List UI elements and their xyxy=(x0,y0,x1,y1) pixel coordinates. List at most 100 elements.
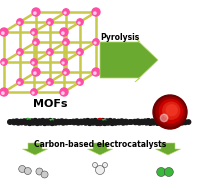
Circle shape xyxy=(101,120,106,125)
Circle shape xyxy=(64,72,66,74)
Circle shape xyxy=(85,119,90,123)
Circle shape xyxy=(31,89,37,95)
Circle shape xyxy=(40,119,45,123)
Circle shape xyxy=(150,120,154,124)
Circle shape xyxy=(167,119,172,124)
Circle shape xyxy=(32,32,34,34)
Circle shape xyxy=(162,121,166,125)
Circle shape xyxy=(67,120,72,124)
Circle shape xyxy=(79,120,83,125)
Circle shape xyxy=(47,49,53,55)
Circle shape xyxy=(24,167,31,174)
Circle shape xyxy=(171,120,176,124)
Circle shape xyxy=(95,166,104,174)
Circle shape xyxy=(132,119,136,124)
Circle shape xyxy=(160,119,165,124)
Circle shape xyxy=(105,120,109,124)
Circle shape xyxy=(86,119,90,124)
Circle shape xyxy=(145,119,150,123)
Circle shape xyxy=(174,119,179,124)
Circle shape xyxy=(71,119,75,124)
Circle shape xyxy=(147,121,152,125)
Circle shape xyxy=(48,119,54,125)
Circle shape xyxy=(29,119,34,124)
Circle shape xyxy=(113,120,117,125)
Circle shape xyxy=(164,167,172,177)
Circle shape xyxy=(78,52,80,54)
Circle shape xyxy=(185,120,190,124)
Circle shape xyxy=(48,22,50,24)
Circle shape xyxy=(2,62,4,64)
Circle shape xyxy=(42,121,47,125)
Circle shape xyxy=(31,59,37,65)
Circle shape xyxy=(18,82,20,84)
Circle shape xyxy=(64,120,69,125)
Circle shape xyxy=(158,100,181,123)
Circle shape xyxy=(57,120,61,125)
Circle shape xyxy=(25,119,30,123)
Circle shape xyxy=(151,121,155,125)
Circle shape xyxy=(156,167,165,177)
Circle shape xyxy=(41,171,48,178)
Circle shape xyxy=(14,119,19,124)
Circle shape xyxy=(89,119,94,124)
Circle shape xyxy=(67,120,72,124)
Circle shape xyxy=(33,119,37,123)
Text: Carbon-based electrocatalysts: Carbon-based electrocatalysts xyxy=(34,140,165,149)
Circle shape xyxy=(129,120,133,124)
Circle shape xyxy=(87,121,92,125)
Circle shape xyxy=(60,28,68,36)
Circle shape xyxy=(152,119,157,123)
Circle shape xyxy=(74,119,79,124)
Circle shape xyxy=(116,119,120,124)
Circle shape xyxy=(94,120,98,125)
Circle shape xyxy=(0,88,8,96)
Text: MOFs: MOFs xyxy=(33,99,67,109)
Circle shape xyxy=(82,120,87,124)
Circle shape xyxy=(61,32,64,34)
Circle shape xyxy=(136,121,141,125)
Circle shape xyxy=(48,119,52,123)
Circle shape xyxy=(62,9,69,15)
Circle shape xyxy=(100,119,104,123)
Circle shape xyxy=(168,120,172,125)
Circle shape xyxy=(2,92,4,94)
Circle shape xyxy=(76,79,83,85)
Circle shape xyxy=(98,120,102,125)
Circle shape xyxy=(92,119,97,123)
Circle shape xyxy=(50,121,54,125)
Circle shape xyxy=(82,119,86,124)
Circle shape xyxy=(153,119,157,124)
Circle shape xyxy=(52,119,56,124)
Polygon shape xyxy=(22,143,47,155)
Circle shape xyxy=(112,120,117,124)
Circle shape xyxy=(93,12,96,14)
Circle shape xyxy=(18,22,20,24)
Circle shape xyxy=(75,120,79,124)
Circle shape xyxy=(92,68,100,76)
Circle shape xyxy=(52,120,57,124)
Circle shape xyxy=(156,119,161,123)
Circle shape xyxy=(143,120,147,124)
Circle shape xyxy=(76,49,83,55)
Circle shape xyxy=(61,92,64,94)
Circle shape xyxy=(16,120,20,125)
Circle shape xyxy=(92,8,100,16)
Polygon shape xyxy=(87,143,112,155)
Circle shape xyxy=(1,59,7,65)
Circle shape xyxy=(64,42,66,44)
Circle shape xyxy=(17,79,23,85)
Circle shape xyxy=(107,119,112,123)
Circle shape xyxy=(33,39,39,45)
Circle shape xyxy=(17,49,23,55)
Circle shape xyxy=(23,120,28,125)
Circle shape xyxy=(46,120,50,125)
Circle shape xyxy=(44,119,49,124)
Circle shape xyxy=(181,119,186,124)
Circle shape xyxy=(35,121,39,125)
Circle shape xyxy=(92,39,99,45)
Polygon shape xyxy=(100,38,157,82)
Circle shape xyxy=(139,119,143,124)
Polygon shape xyxy=(155,143,180,155)
Circle shape xyxy=(47,79,53,85)
